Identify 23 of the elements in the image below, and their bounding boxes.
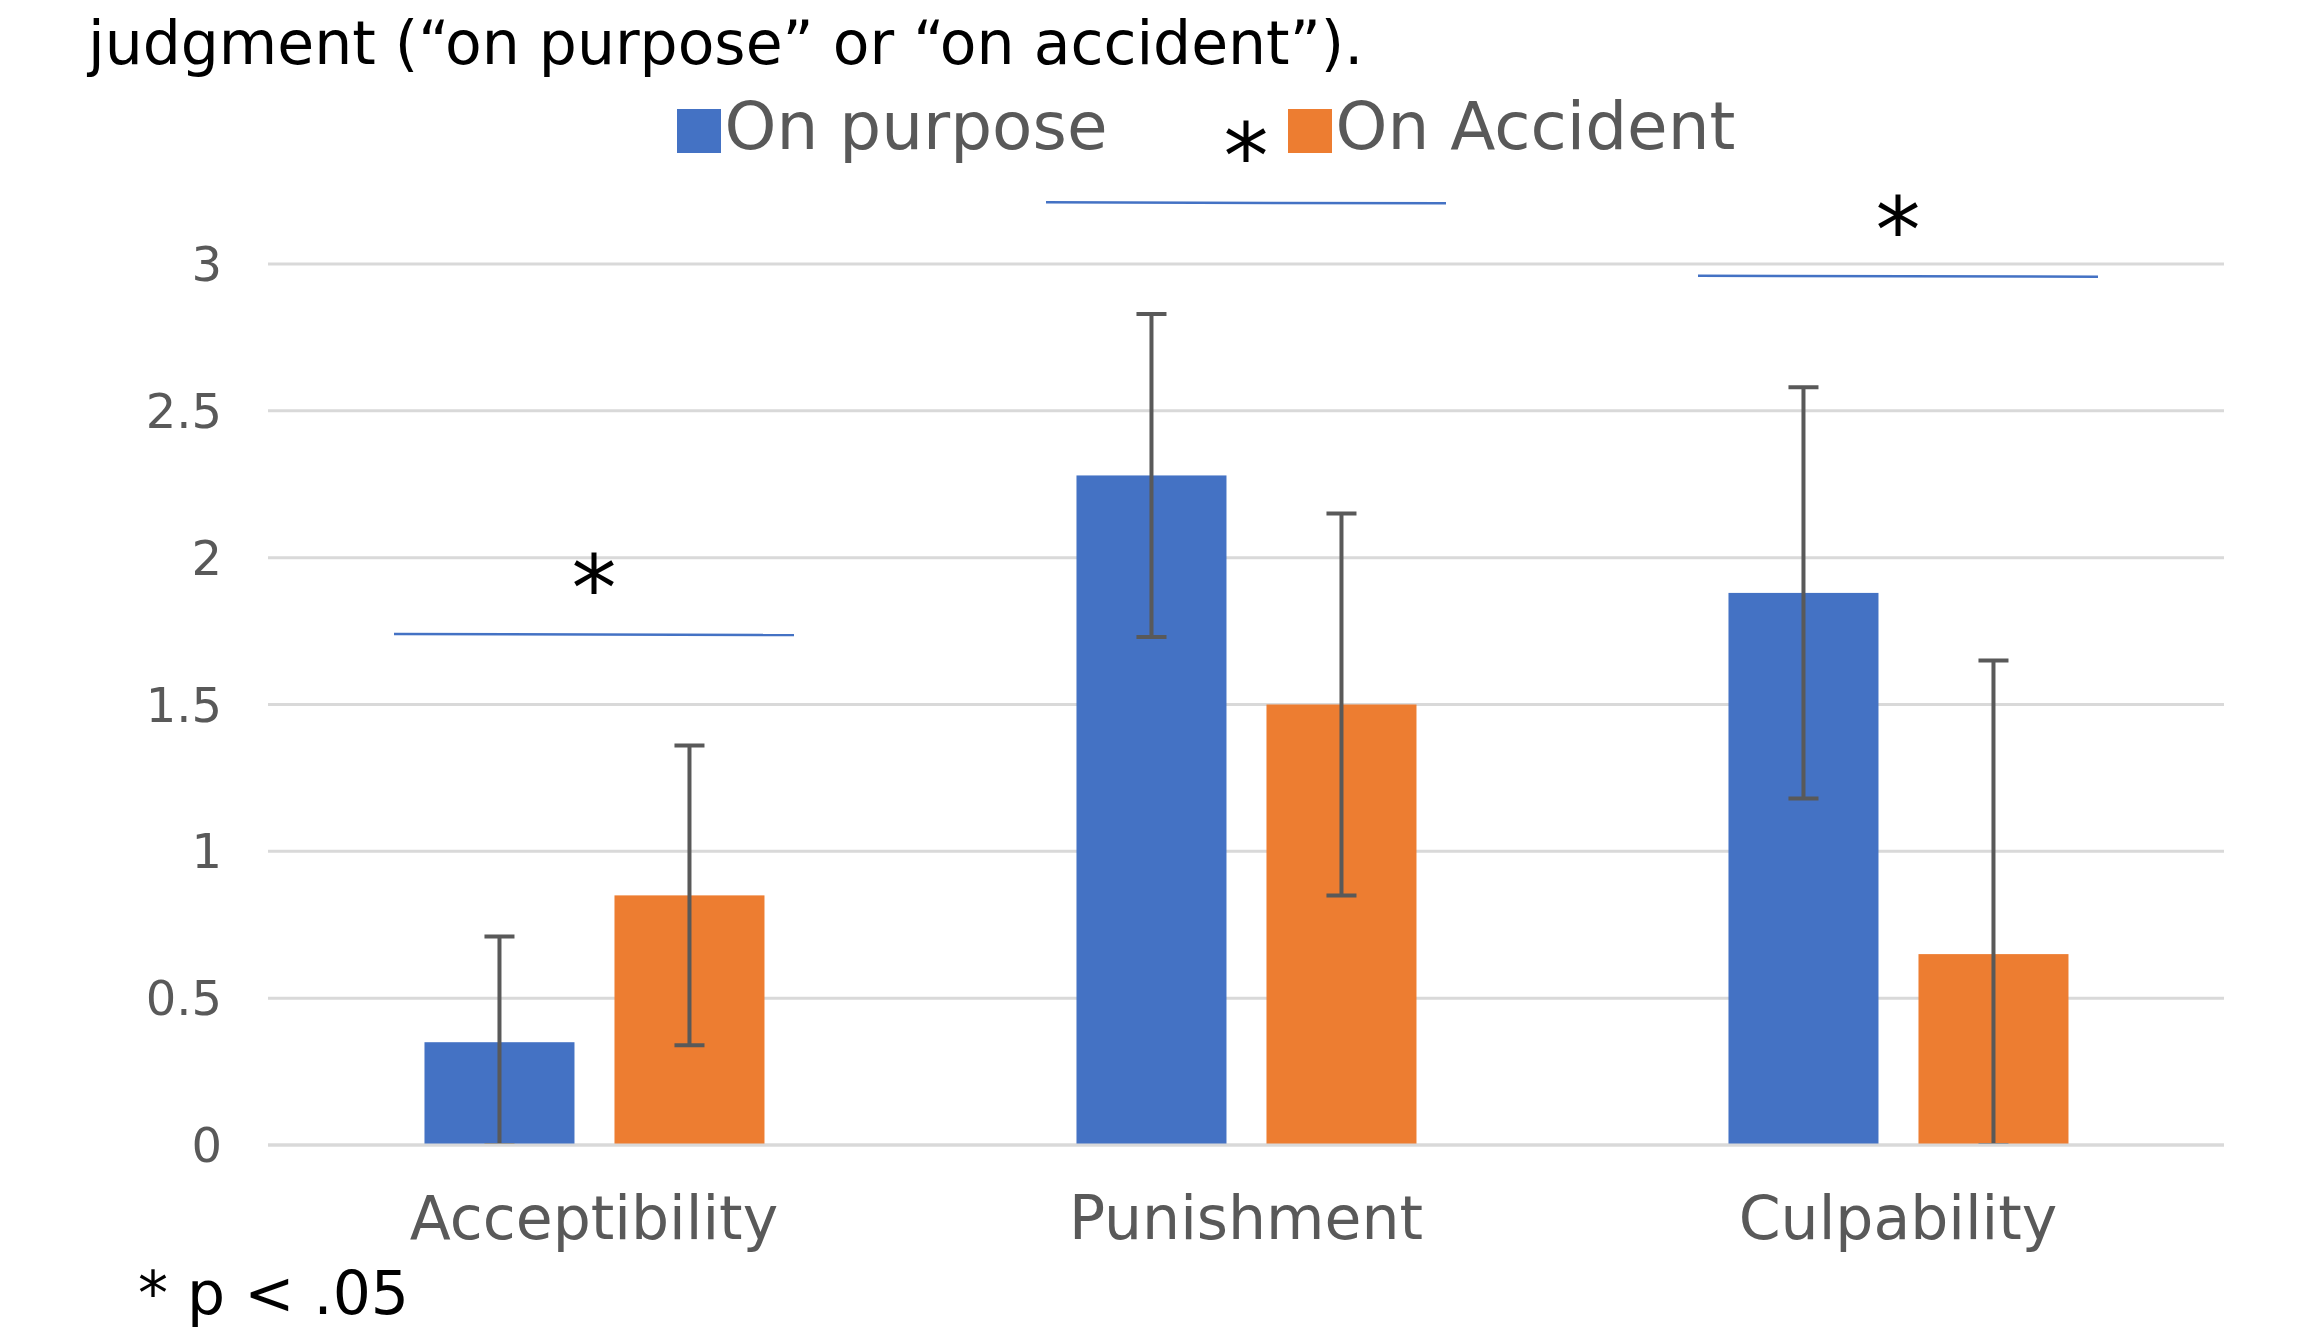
x-tick-label: Culpability — [1738, 1182, 2058, 1253]
annotation: * — [1875, 177, 1921, 283]
bar — [1918, 954, 2069, 1145]
legend-label: On purpose — [724, 88, 1108, 165]
x-tick-label: Acceptibility — [409, 1182, 779, 1253]
y-tick-label: 2.5 — [145, 382, 222, 439]
y-tick-label: 0 — [191, 1117, 222, 1174]
annotation: * — [571, 536, 617, 642]
bar — [1076, 475, 1227, 1145]
y-tick-label: 1.5 — [145, 676, 222, 733]
bar — [424, 1042, 575, 1145]
chart-title: judgment (“on purpose” or “on accident”). — [88, 8, 1364, 78]
y-tick-label: 0.5 — [145, 970, 222, 1027]
y-tick-label: 2 — [191, 529, 222, 586]
y-tick-label: 1 — [191, 823, 222, 880]
bar — [1728, 592, 1879, 1145]
text: * — [1223, 104, 1269, 210]
y-tick-label: 3 — [191, 236, 222, 293]
text: * p < .05 — [138, 1258, 410, 1328]
x-tick-label: Punishment — [1068, 1182, 1424, 1253]
bar — [614, 895, 765, 1145]
bar — [1266, 704, 1417, 1145]
legend-label: On Accident — [1335, 88, 1736, 165]
